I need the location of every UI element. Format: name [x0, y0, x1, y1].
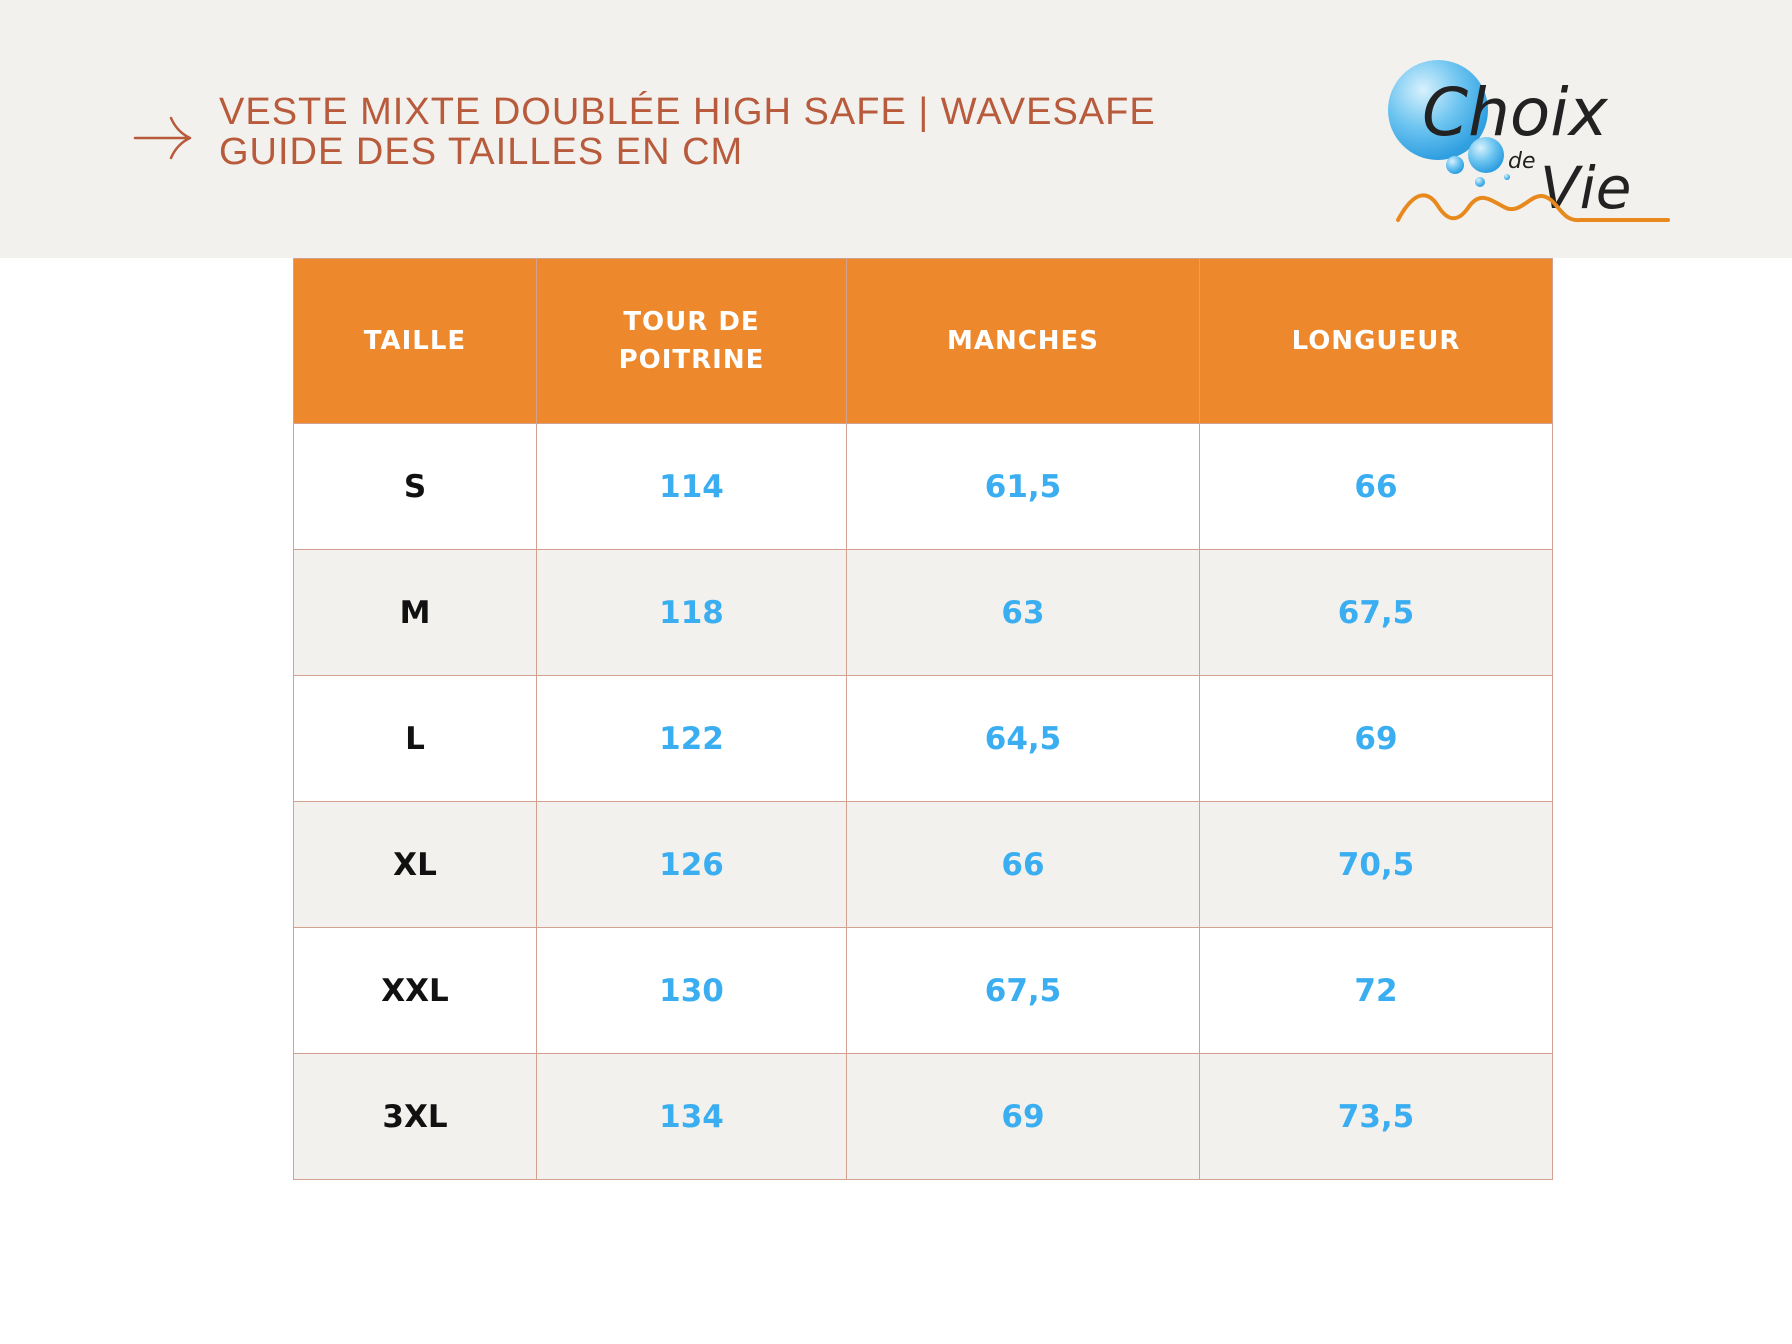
poitrine-cell: 134 — [536, 1053, 847, 1180]
manches-cell: 66 — [846, 801, 1200, 928]
column-header-line: TOUR DE — [623, 307, 760, 337]
manches-cell: 64,5 — [846, 675, 1200, 802]
longueur-cell: 66 — [1199, 423, 1553, 550]
column-header-line: POITRINE — [618, 345, 765, 375]
column-header-manches: MANCHES — [846, 258, 1200, 424]
longueur-cell: 70,5 — [1199, 801, 1553, 928]
size-cell: S — [293, 423, 537, 550]
logo-text-de: de — [1508, 149, 1536, 174]
table-row: XXL 130 67,5 72 — [293, 927, 1553, 1054]
table-row: M 118 63 67,5 — [293, 549, 1553, 676]
brand-logo: Choix de Vie — [1388, 60, 1670, 223]
poitrine-cell: 130 — [536, 927, 847, 1054]
logo-wave-icon — [1396, 193, 1670, 223]
manches-cell: 69 — [846, 1053, 1200, 1180]
size-cell: XL — [293, 801, 537, 928]
longueur-cell: 69 — [1199, 675, 1553, 802]
logo-bubble-large-icon — [1388, 60, 1488, 160]
logo-bubble-dot-icon — [1504, 174, 1510, 180]
table-row: S 114 61,5 66 — [293, 423, 1553, 550]
arrow-right-icon — [133, 116, 192, 160]
manches-cell: 61,5 — [846, 423, 1200, 550]
logo-text-vie: Vie — [1540, 154, 1631, 222]
longueur-cell: 67,5 — [1199, 549, 1553, 676]
poitrine-cell: 114 — [536, 423, 847, 550]
size-guide-table: TAILLE TOUR DE POITRINE MANCHES LONGUEUR… — [293, 258, 1553, 1180]
longueur-cell: 73,5 — [1199, 1053, 1553, 1180]
table-header-row: TAILLE TOUR DE POITRINE MANCHES LONGUEUR — [293, 258, 1553, 424]
header-band — [0, 0, 1792, 258]
logo-bubble-small-icon — [1446, 156, 1464, 174]
poitrine-cell: 118 — [536, 549, 847, 676]
size-cell: M — [293, 549, 537, 676]
title-line-2: GUIDE DES TAILLES EN CM — [219, 131, 744, 173]
column-header-tour-de-poitrine: TOUR DE POITRINE — [536, 258, 847, 424]
size-cell: XXL — [293, 927, 537, 1054]
logo-bubble-tiny-icon — [1475, 177, 1485, 187]
size-cell: L — [293, 675, 537, 802]
manches-cell: 63 — [846, 549, 1200, 676]
logo-bubble-medium-icon — [1468, 137, 1504, 173]
table-row: L 122 64,5 69 — [293, 675, 1553, 802]
page-title: VESTE MIXTE DOUBLÉE HIGH SAFE | WAVESAFE… — [219, 92, 1156, 172]
logo-text-choix: Choix — [1422, 74, 1609, 151]
longueur-cell: 72 — [1199, 927, 1553, 1054]
poitrine-cell: 122 — [536, 675, 847, 802]
column-header-taille: TAILLE — [293, 258, 537, 424]
title-line-1: VESTE MIXTE DOUBLÉE HIGH SAFE | WAVESAFE — [219, 91, 1156, 133]
poitrine-cell: 126 — [536, 801, 847, 928]
column-header-longueur: LONGUEUR — [1199, 258, 1553, 424]
table-row: 3XL 134 69 73,5 — [293, 1053, 1553, 1180]
size-cell: 3XL — [293, 1053, 537, 1180]
manches-cell: 67,5 — [846, 927, 1200, 1054]
table-row: XL 126 66 70,5 — [293, 801, 1553, 928]
